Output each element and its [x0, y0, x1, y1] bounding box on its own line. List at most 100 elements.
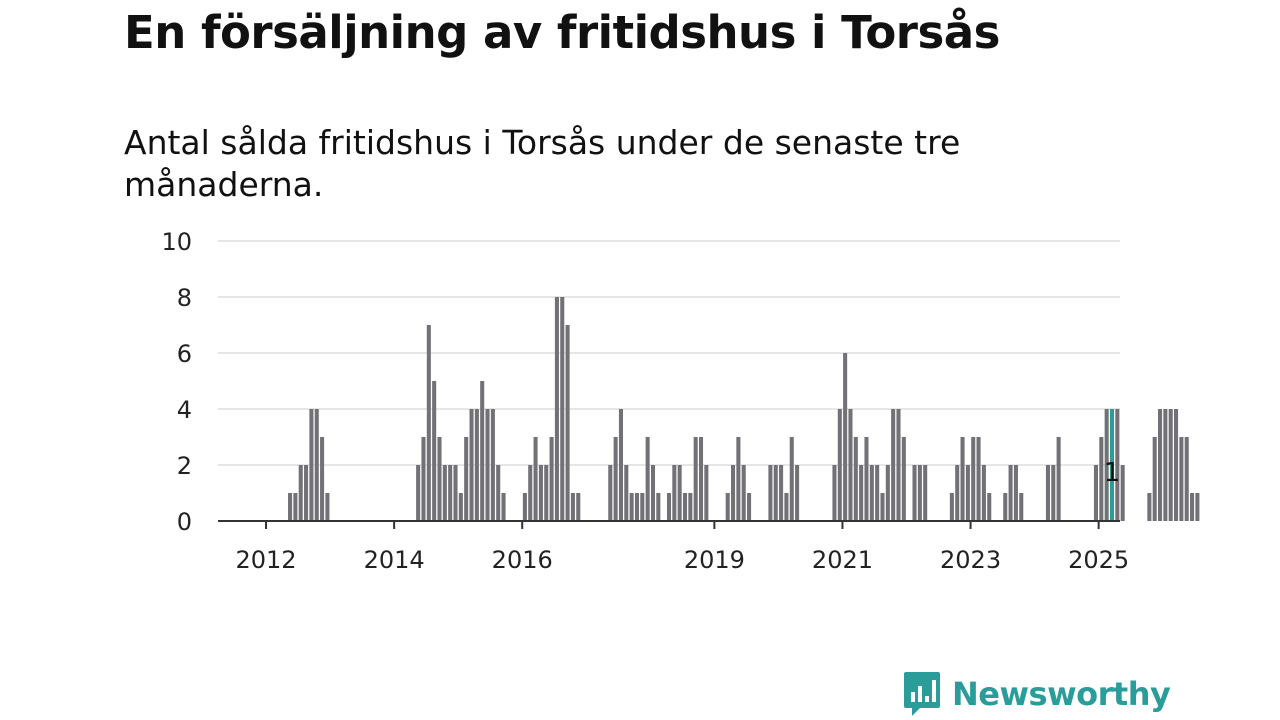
bar	[875, 465, 880, 521]
bar	[298, 465, 303, 521]
bar	[656, 493, 661, 521]
bar	[987, 493, 992, 521]
bar	[576, 493, 581, 521]
bar	[885, 465, 890, 521]
chart-subtitle: Antal sålda fritidshus i Torsås under de…	[124, 123, 961, 204]
bar	[1152, 437, 1157, 521]
bar	[624, 465, 629, 521]
bar	[688, 493, 693, 521]
x-tick-label: 2014	[364, 546, 425, 574]
bar	[773, 465, 778, 521]
bars	[288, 297, 1200, 521]
bar	[1099, 437, 1104, 521]
bar	[538, 465, 543, 521]
bar	[549, 437, 554, 521]
bar	[779, 465, 784, 521]
bar	[789, 437, 794, 521]
bar	[474, 409, 479, 521]
x-tick-label: 2025	[1068, 546, 1129, 574]
y-tick-label: 4	[177, 396, 192, 424]
y-tick-label: 2	[177, 452, 192, 480]
bar	[320, 437, 325, 521]
bar	[848, 409, 853, 521]
bar	[843, 353, 848, 521]
bar	[672, 465, 677, 521]
bar	[645, 437, 650, 521]
bar	[949, 493, 954, 521]
highlight-value-label: 1	[1104, 458, 1121, 488]
bar	[1174, 409, 1179, 521]
bar	[485, 409, 490, 521]
bar	[1168, 409, 1173, 521]
bar	[1179, 437, 1184, 521]
bar	[442, 465, 447, 521]
bar	[869, 465, 874, 521]
bar-chart: 0 2 4 6 8 10 2012 2014 2016 2019 2021 2023 2025 1	[161, 228, 1200, 574]
bar	[416, 465, 421, 521]
bar	[960, 437, 965, 521]
bar	[314, 409, 319, 521]
bar	[554, 297, 559, 521]
bar	[955, 465, 960, 521]
bar	[533, 437, 538, 521]
bar	[864, 437, 869, 521]
bar	[1158, 409, 1163, 521]
bar	[293, 493, 298, 521]
y-tick-label: 6	[177, 340, 192, 368]
bar	[1190, 493, 1195, 521]
bar	[965, 465, 970, 521]
bar	[432, 381, 437, 521]
bar	[528, 465, 533, 521]
bar	[634, 493, 640, 521]
bar	[901, 437, 906, 521]
bar	[1093, 465, 1099, 521]
bar	[880, 493, 885, 521]
bar	[464, 437, 469, 521]
bar	[1013, 465, 1018, 521]
bar	[325, 493, 330, 521]
bar	[309, 409, 314, 521]
bar	[741, 465, 746, 521]
bar	[896, 409, 901, 521]
data-labels: 1	[1104, 458, 1121, 488]
bar	[1104, 409, 1109, 521]
bar	[917, 465, 922, 521]
bar	[725, 493, 730, 521]
bar	[853, 437, 858, 521]
bar	[736, 437, 741, 521]
bar	[544, 465, 549, 521]
x-tick-label: 2019	[684, 546, 745, 574]
bar	[1120, 465, 1125, 521]
bar	[1019, 493, 1024, 521]
bar	[565, 325, 570, 521]
bar	[448, 465, 453, 521]
bar	[912, 465, 917, 521]
bar	[522, 493, 527, 521]
bar	[453, 465, 458, 521]
x-tick-label: 2023	[940, 546, 1001, 574]
bar	[1147, 493, 1152, 521]
bar	[421, 437, 426, 521]
bar	[923, 465, 928, 521]
bar	[1056, 437, 1061, 521]
bar	[650, 465, 656, 521]
newsworthy-logo-icon	[904, 672, 940, 716]
bar	[490, 409, 495, 521]
bar	[1003, 493, 1008, 521]
bar	[981, 465, 986, 521]
bar	[1109, 409, 1115, 521]
bar	[859, 465, 864, 521]
x-axis: 2012 2014 2016 2019 2021 2023 2025	[218, 520, 1129, 574]
chart-title: En försäljning av fritidshus i Torsås	[124, 6, 1000, 59]
bar	[698, 437, 704, 521]
x-tick-label: 2016	[492, 546, 553, 574]
bar	[496, 465, 501, 521]
brand-logo: Newsworthy	[902, 670, 1171, 718]
bar	[1163, 409, 1168, 521]
bar	[640, 493, 645, 521]
bar	[731, 465, 736, 521]
bar	[288, 493, 293, 521]
bar	[971, 437, 976, 521]
bar	[704, 465, 709, 521]
bar	[1115, 409, 1120, 521]
